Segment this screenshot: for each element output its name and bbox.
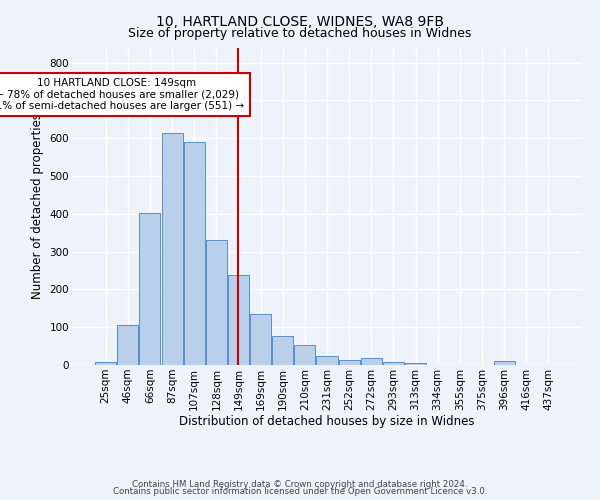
Text: 10, HARTLAND CLOSE, WIDNES, WA8 9FB: 10, HARTLAND CLOSE, WIDNES, WA8 9FB [156, 15, 444, 29]
Bar [95, 362, 116, 365]
Bar [383, 362, 404, 365]
Bar [250, 314, 271, 365]
Bar [295, 345, 316, 365]
Bar [206, 240, 227, 365]
Bar [228, 275, 249, 365]
Text: 10 HARTLAND CLOSE: 149sqm
← 78% of detached houses are smaller (2,029)
21% of se: 10 HARTLAND CLOSE: 149sqm ← 78% of detac… [0, 78, 244, 111]
Text: Contains HM Land Registry data © Crown copyright and database right 2024.: Contains HM Land Registry data © Crown c… [132, 480, 468, 489]
Bar [316, 356, 338, 365]
Bar [139, 212, 160, 365]
X-axis label: Distribution of detached houses by size in Widnes: Distribution of detached houses by size … [179, 416, 475, 428]
Y-axis label: Number of detached properties: Number of detached properties [31, 114, 44, 299]
Text: Size of property relative to detached houses in Widnes: Size of property relative to detached ho… [128, 28, 472, 40]
Bar [338, 360, 359, 365]
Bar [405, 363, 426, 365]
Bar [118, 325, 139, 365]
Bar [184, 142, 205, 365]
Text: Contains public sector information licensed under the Open Government Licence v3: Contains public sector information licen… [113, 487, 487, 496]
Bar [494, 361, 515, 365]
Bar [361, 358, 382, 365]
Bar [272, 336, 293, 365]
Bar [161, 133, 182, 365]
